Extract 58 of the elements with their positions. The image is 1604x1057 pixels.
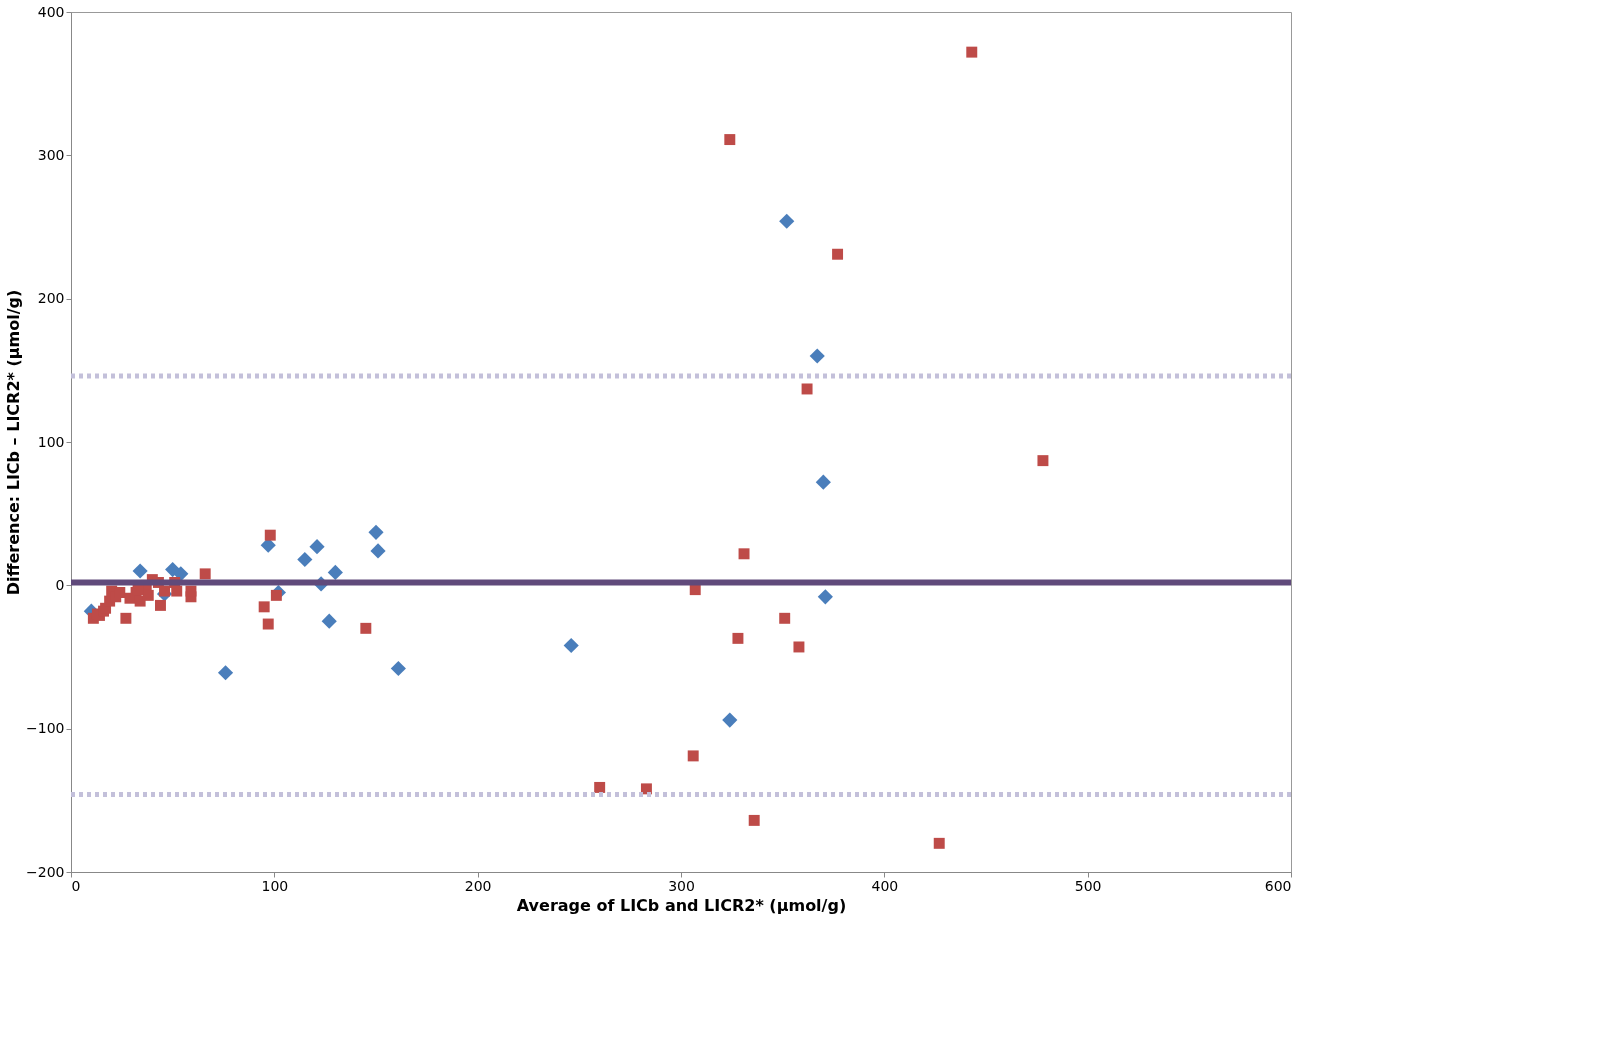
point <box>933 837 945 849</box>
point <box>327 564 343 581</box>
point <box>563 637 579 654</box>
x-axis-title: Average of LICb and LICR2* (µmol/g) <box>516 895 847 915</box>
point <box>262 618 274 630</box>
x-tick-label: 300 <box>668 877 695 894</box>
point <box>1037 455 1049 467</box>
point <box>142 589 154 601</box>
y-tick-label: −100 <box>26 720 65 737</box>
y-axis-title: Difference: LICb – LICR2* (µmol/g) <box>4 289 24 596</box>
point <box>793 641 805 653</box>
x-tick-label: 500 <box>1074 877 1102 894</box>
point <box>817 589 833 605</box>
point <box>264 529 276 541</box>
point <box>258 601 270 613</box>
point <box>640 783 652 795</box>
point <box>732 632 744 644</box>
point <box>722 712 738 728</box>
x-tick-label: 0 <box>71 877 81 894</box>
y-tick-label: 100 <box>37 433 65 450</box>
x-tick-label: 400 <box>871 877 899 894</box>
point <box>199 568 211 580</box>
point <box>815 474 831 490</box>
point <box>724 134 736 146</box>
point <box>966 46 978 58</box>
point <box>120 612 132 624</box>
point <box>832 248 844 260</box>
point <box>309 539 325 555</box>
point <box>154 599 166 611</box>
point <box>689 584 701 596</box>
point <box>159 585 171 597</box>
point <box>297 551 313 568</box>
x-tick-label: 600 <box>1264 877 1292 894</box>
point <box>687 750 699 762</box>
point <box>779 612 791 624</box>
point <box>594 781 606 793</box>
y-tick-label: 200 <box>37 290 65 307</box>
point <box>390 660 406 677</box>
point <box>171 585 183 597</box>
point <box>270 589 282 601</box>
y-tick-label: 0 <box>55 576 65 593</box>
y-tick-label: −200 <box>26 863 65 880</box>
point <box>132 563 148 579</box>
point <box>321 613 337 629</box>
point <box>368 524 384 540</box>
point <box>779 213 795 229</box>
y-tick-label: 400 <box>37 3 65 20</box>
point <box>185 585 197 597</box>
point <box>748 814 760 826</box>
x-tick-label: 100 <box>261 877 289 894</box>
point <box>360 622 372 634</box>
point <box>738 548 750 560</box>
point <box>809 348 825 364</box>
point <box>370 543 386 559</box>
x-tick-label: 200 <box>464 877 492 894</box>
y-tick-label: 300 <box>37 146 65 163</box>
point <box>217 665 234 681</box>
point <box>801 383 813 395</box>
